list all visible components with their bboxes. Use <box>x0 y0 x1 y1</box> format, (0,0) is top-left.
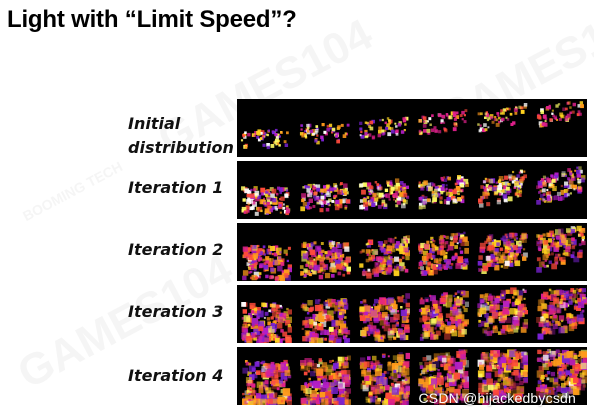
heatmap-thumbnail <box>355 99 410 157</box>
heatmap-image <box>536 349 587 404</box>
heatmap-image <box>536 166 586 205</box>
heatmap-image <box>418 290 469 341</box>
heatmap-image <box>359 352 410 405</box>
heatmap-thumbnail <box>532 285 587 343</box>
heatmap-thumbnail <box>296 161 351 219</box>
heatmap-thumbnail <box>414 99 469 157</box>
heatmap-image <box>300 182 351 213</box>
heatmap-image <box>359 235 410 279</box>
heatmap-thumbnail <box>355 347 410 405</box>
heatmap-thumbnail <box>473 161 528 219</box>
heatmap-thumbnail <box>296 223 351 281</box>
heatmap-thumbnail <box>355 223 410 281</box>
heatmap-image <box>418 231 469 276</box>
heatmap-image <box>418 109 468 136</box>
heatmap-image <box>536 101 584 128</box>
heatmap-thumbnail <box>296 285 351 343</box>
heatmap-strip-iteration-1 <box>237 161 587 219</box>
heatmap-image <box>241 186 291 216</box>
heatmap-image <box>359 293 410 343</box>
heatmap-image <box>359 116 409 140</box>
heatmap-image <box>300 298 351 343</box>
heatmap-thumbnail <box>237 347 292 405</box>
heatmap-image <box>242 359 292 405</box>
heatmap-image <box>536 288 587 340</box>
heatmap-strip-iteration-4 <box>237 347 587 405</box>
heatmap-image <box>240 128 289 150</box>
heatmap-thumbnail <box>473 347 528 405</box>
heatmap-thumbnail <box>532 347 587 405</box>
heatmap-thumbnail <box>473 223 528 281</box>
heatmap-strip-iteration-2 <box>237 223 587 281</box>
heatmap-image <box>477 232 528 274</box>
heatmap-thumbnail <box>237 223 292 281</box>
heatmap-thumbnail <box>532 223 587 281</box>
heatmap-strip-iteration-3 <box>237 285 587 343</box>
credit-watermark: CSDN @hijackedbycsdn <box>418 390 576 406</box>
heatmap-thumbnail <box>414 285 469 343</box>
heatmap-thumbnail <box>414 161 469 219</box>
heatmap-strip-initial <box>237 99 587 157</box>
heatmap-image <box>477 349 528 405</box>
row-label-iteration-4: Iteration 4 <box>128 366 224 385</box>
heatmap-thumbnail <box>355 285 410 343</box>
heatmap-image <box>300 355 351 405</box>
heatmap-thumbnail <box>237 285 292 343</box>
heatmap-thumbnail <box>355 161 410 219</box>
heatmap-image <box>241 302 292 343</box>
heatmap-image <box>358 178 410 211</box>
heatmap-image <box>536 225 586 273</box>
heatmap-image <box>418 175 469 210</box>
watermark-booming-tech: BOOMING TECH <box>20 158 126 225</box>
heatmap-image <box>478 169 528 208</box>
heatmap-image <box>477 103 528 133</box>
heatmap-thumbnail <box>532 99 587 157</box>
heatmap-thumbnail <box>296 347 351 405</box>
row-label-iteration-1: Iteration 1 <box>128 178 224 197</box>
heatmap-thumbnail <box>532 161 587 219</box>
heatmap-thumbnail <box>414 347 469 405</box>
heatmap-thumbnail <box>473 99 528 157</box>
heatmap-image <box>242 244 292 281</box>
heatmap-thumbnail <box>237 161 292 219</box>
heatmap-thumbnail <box>296 99 351 157</box>
heatmap-thumbnail <box>237 99 292 157</box>
heatmap-image <box>418 349 469 405</box>
slide-title: Light with “Limit Speed”? <box>7 6 297 33</box>
heatmap-image <box>477 287 528 337</box>
heatmap-image <box>299 123 350 145</box>
heatmap-image <box>299 240 351 280</box>
heatmap-thumbnail <box>414 223 469 281</box>
row-label-iteration-2: Iteration 2 <box>128 240 224 259</box>
row-label-iteration-3: Iteration 3 <box>128 302 224 321</box>
heatmap-thumbnail <box>473 285 528 343</box>
row-label-initial: Initial distribution <box>128 114 234 157</box>
